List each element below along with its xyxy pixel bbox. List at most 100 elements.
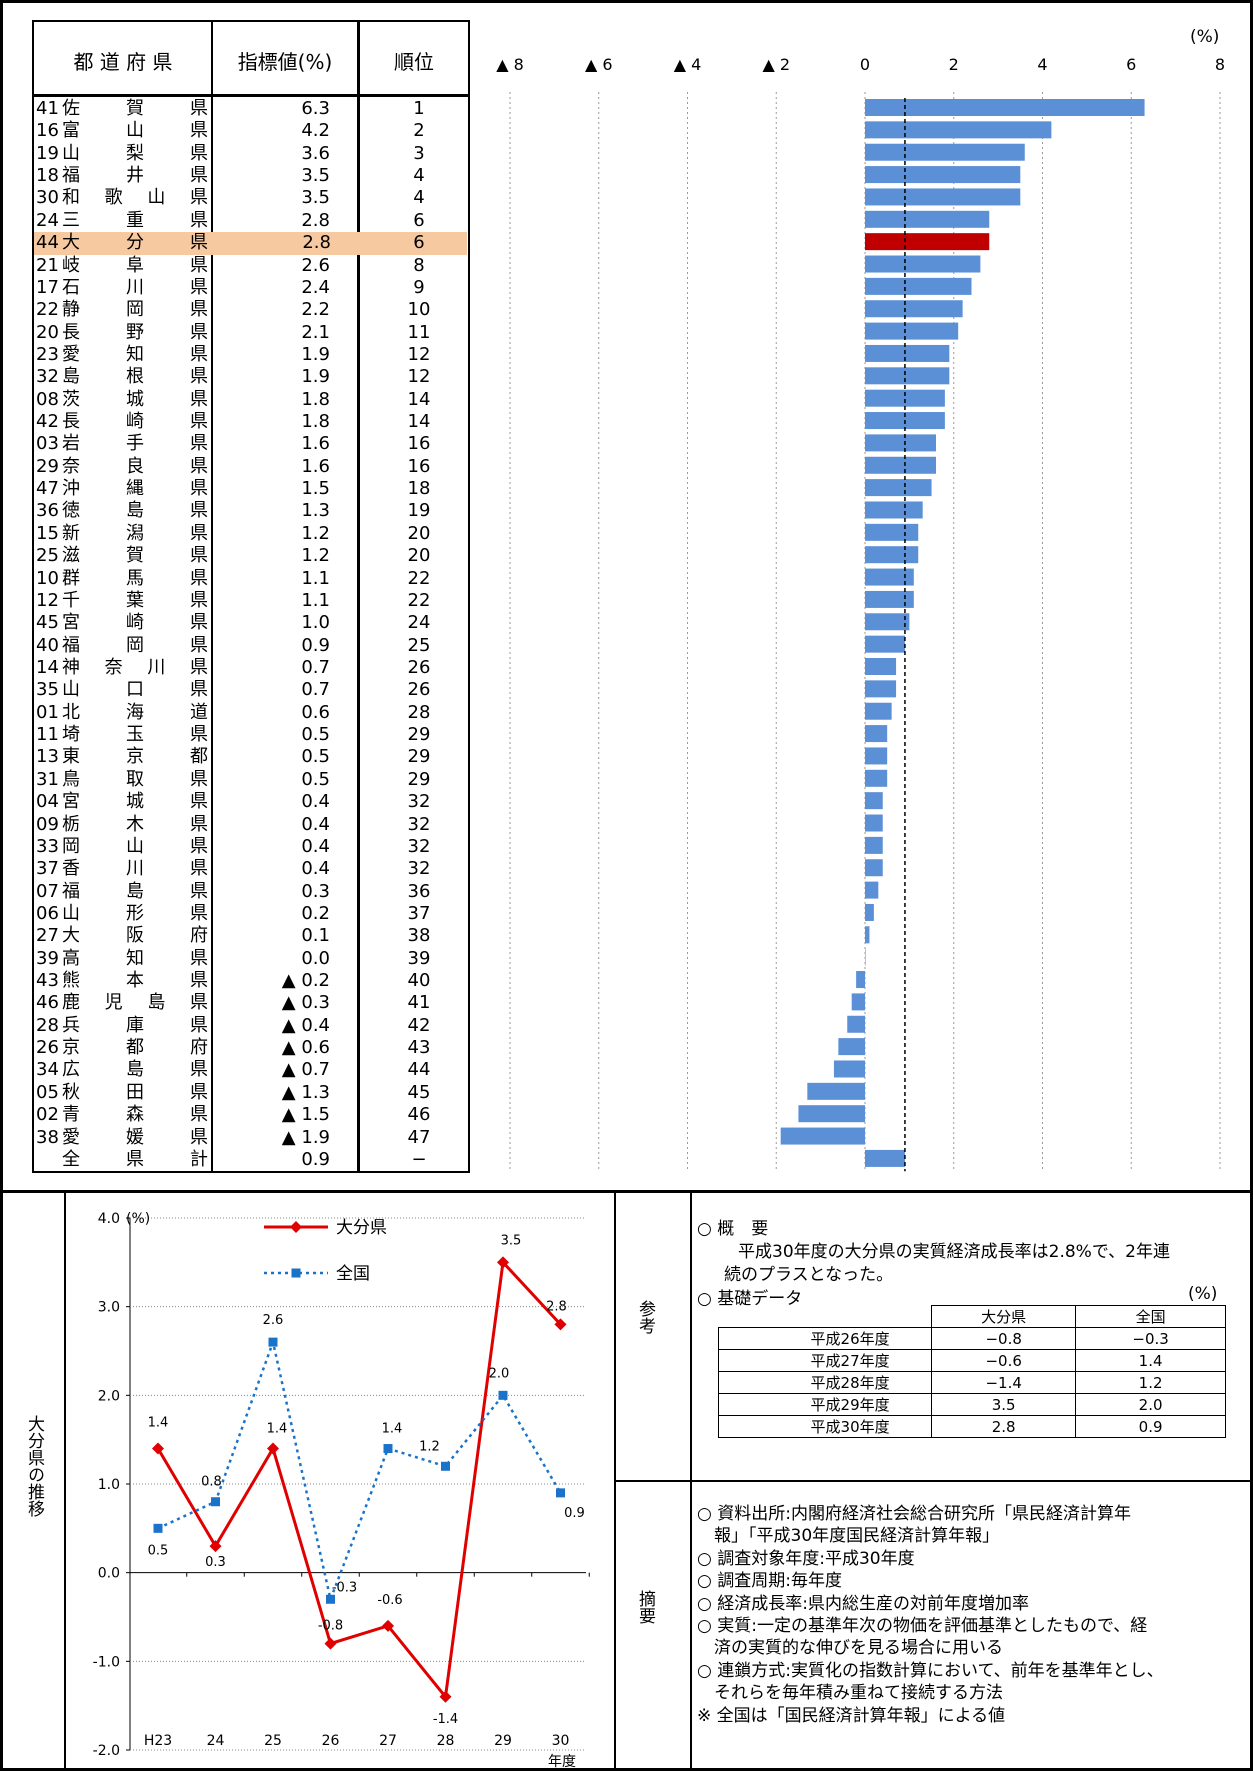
row-prefecture: 石川県 <box>62 276 208 298</box>
row-rank: 14 <box>407 388 431 410</box>
bar <box>865 568 914 586</box>
row-rank: 32 <box>407 791 431 813</box>
bar <box>865 121 1052 139</box>
bar <box>833 1060 865 1078</box>
row-value: ▲ 0.7 <box>281 1059 330 1081</box>
table-row: 45 宮崎県 1.0 24 <box>34 612 466 634</box>
row-code: 06 <box>36 902 59 924</box>
row-prefecture: 鹿児島県 <box>62 992 208 1014</box>
table-row: 33 岡山県 0.4 32 <box>34 836 466 858</box>
row-code: 37 <box>36 858 59 880</box>
line-data-label: 3.5 <box>501 1233 522 1248</box>
row-rank: 6 <box>413 209 425 231</box>
row-rank: 1 <box>413 98 425 119</box>
row-rank: 32 <box>407 835 431 857</box>
row-value: 1.8 <box>301 388 330 410</box>
line-y-tick: -2.0 <box>93 1743 120 1759</box>
table-row: 28 兵庫県 ▲ 0.4 42 <box>34 1015 466 1037</box>
bar <box>865 680 897 698</box>
row-value: 2.8 <box>302 232 331 254</box>
row-prefecture: 福岡県 <box>62 634 208 656</box>
table-row: 46 鹿児島県 ▲ 0.3 41 <box>34 992 466 1014</box>
table-row: 18 福井県 3.5 4 <box>34 165 466 187</box>
summary-note-line: ○ 連鎖方式:実質化の指数計算において、前年を基準年とし、 <box>697 1660 1164 1681</box>
row-value: 2.2 <box>301 299 330 321</box>
row-prefecture: 岩手県 <box>62 433 208 455</box>
row-code: 19 <box>36 142 59 164</box>
line-data-label: 1.4 <box>148 1416 169 1431</box>
row-code: 42 <box>36 411 59 433</box>
header-value: 指標値(%) <box>237 50 333 74</box>
legend-label: 全国 <box>336 1264 370 1284</box>
basic-table-cell: 平成29年度 <box>717 1393 933 1416</box>
row-value: 0.4 <box>301 813 330 835</box>
row-prefecture: 宮崎県 <box>62 612 208 634</box>
trend-line-chart: 4.0 3.0 2.0 1.0 0.0 -1.0 -2.0 (%) H23 24 25 26 27 28 2… <box>93 1211 590 1770</box>
row-rank: 20 <box>407 545 431 567</box>
row-prefecture: 広島県 <box>62 1059 208 1081</box>
line-series-1 <box>157 1337 562 1604</box>
row-code: 41 <box>36 98 59 119</box>
table-row: 31 鳥取県 0.5 29 <box>34 769 466 791</box>
row-code: 44 <box>36 232 59 254</box>
summary-note-line: ○ 資料出所:内閣府経済社会総合研究所「県民経済計算年 <box>697 1504 1131 1524</box>
ranking-table <box>32 20 470 1173</box>
basic-table-cell: 3.5 <box>931 1393 1077 1416</box>
bar <box>847 1015 865 1033</box>
row-value: 2.6 <box>301 254 330 276</box>
bar <box>865 188 1021 206</box>
row-value: ▲ 0.6 <box>281 1037 330 1059</box>
bar <box>865 814 883 832</box>
bar <box>865 903 874 921</box>
row-rank: 16 <box>407 455 431 477</box>
bar <box>865 635 905 653</box>
table-row: 36 徳島県 1.3 19 <box>34 500 466 522</box>
basic-table-row: 平成29年度 3.5 2.0 <box>717 1393 1226 1416</box>
table-row: 14 神奈川県 0.7 26 <box>34 657 466 679</box>
row-rank: 29 <box>407 746 431 768</box>
bar <box>865 344 950 362</box>
legend-marker <box>290 1221 302 1233</box>
bar <box>865 702 892 720</box>
row-code: 20 <box>36 321 59 343</box>
overview-heading: ○ 概 要 <box>697 1219 769 1239</box>
row-prefecture: 群馬県 <box>62 567 208 589</box>
row-rank: 12 <box>407 343 431 365</box>
row-prefecture: 愛媛県 <box>62 1126 208 1148</box>
table-row: 04 宮城県 0.4 32 <box>34 791 466 813</box>
bar <box>865 546 919 564</box>
row-value: 0.4 <box>301 858 330 880</box>
line-point <box>152 1442 164 1455</box>
row-code: 22 <box>36 299 59 321</box>
table-row: 37 香川県 0.4 32 <box>34 858 466 880</box>
row-prefecture: 佐賀県 <box>62 98 208 119</box>
row-prefecture: 熊本県 <box>62 970 208 992</box>
line-y-tick: 4.0 <box>98 1211 120 1227</box>
row-code: 24 <box>36 209 59 231</box>
row-rank: 4 <box>413 187 425 209</box>
line-point <box>326 1594 335 1604</box>
bar <box>865 389 945 407</box>
table-row: 22 静岡県 2.2 10 <box>34 299 466 321</box>
row-value: 0.4 <box>301 791 330 813</box>
row-value: 1.6 <box>301 433 330 455</box>
row-code: 33 <box>36 835 59 857</box>
bar-x-tick: 8 <box>1215 55 1225 74</box>
line-point <box>209 1540 222 1553</box>
table-row: 10 群馬県 1.1 22 <box>34 568 466 590</box>
line-point <box>554 1318 567 1331</box>
bar <box>865 367 950 385</box>
row-rank: − <box>411 1148 427 1170</box>
bar <box>865 255 981 273</box>
table-row: 08 茨城県 1.8 14 <box>34 389 466 411</box>
line-y-label: (%) <box>126 1211 150 1227</box>
row-prefecture: 三重県 <box>62 209 208 231</box>
table-row: 30 和歌山県 3.5 4 <box>34 187 466 209</box>
row-prefecture: 全県計 <box>62 1148 208 1170</box>
row-code: 36 <box>36 500 59 522</box>
table-row: 17 石川県 2.4 9 <box>34 277 466 299</box>
row-value: 1.2 <box>301 545 330 567</box>
bar <box>865 590 914 608</box>
bar <box>865 1149 905 1167</box>
row-value: 0.9 <box>301 1148 330 1170</box>
